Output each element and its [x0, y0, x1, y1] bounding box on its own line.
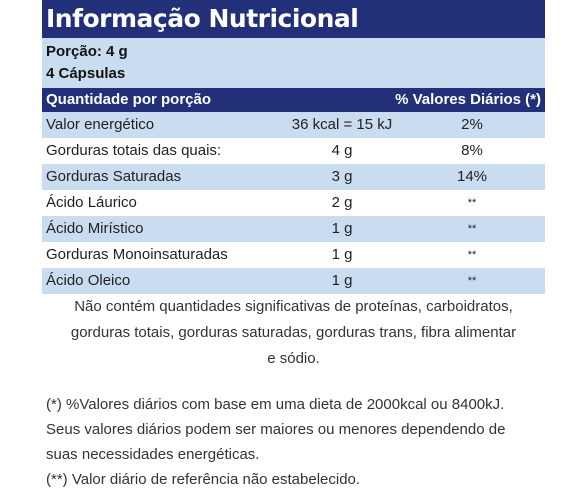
table-header: Quantidade por porção % Valores Diários …	[42, 88, 545, 112]
table-row: Ácido Láurico 2 g **	[42, 190, 545, 216]
nutrient-daily-value: **	[467, 197, 477, 209]
nutrient-quantity: 4 g	[331, 142, 353, 159]
table-row: Ácido Mirístico 1 g **	[42, 216, 545, 242]
nutrient-daily-value: **	[467, 275, 477, 287]
nutrient-name: Ácido Láurico	[46, 194, 137, 211]
nutrient-daily-value: **	[467, 223, 477, 235]
table-row: Gorduras Saturadas 3 g 14%	[42, 164, 545, 190]
nutrient-daily-value: 14%	[456, 168, 488, 185]
note-line: e sódio.	[267, 350, 320, 367]
nutrient-quantity: 36 kcal = 15 kJ	[291, 116, 393, 133]
table-row: Gorduras Monoinsaturadas 1 g **	[42, 242, 545, 268]
nutrient-quantity: 1 g	[331, 246, 353, 263]
serving-portion: Porção: 4 g	[46, 43, 128, 60]
serving-capsules: 4 Cápsulas	[46, 65, 126, 82]
nutrient-name: Valor energético	[46, 116, 155, 133]
serving-info: Porção: 4 g 4 Cápsulas	[42, 38, 545, 88]
nutrient-quantity: 3 g	[331, 168, 353, 185]
footnote-line: Seus valores diários podem ser maiores o…	[46, 421, 506, 438]
table-row: Gorduras totais das quais: 4 g 8%	[42, 138, 545, 164]
nutrient-name: Gorduras Saturadas	[46, 168, 182, 185]
footnote-line: (**) Valor diário de referência não esta…	[46, 471, 361, 488]
nutrient-quantity: 1 g	[331, 220, 353, 237]
nutrition-facts-panel: Informação Nutricional Porção: 4 g 4 Cáp…	[42, 0, 545, 502]
not-significant-note: Não contém quantidades significativas de…	[42, 294, 545, 372]
nutrient-name: Ácido Oleico	[46, 272, 131, 289]
table-row: Ácido Oleico 1 g **	[42, 268, 545, 294]
header-daily-values: % Valores Diários (*)	[395, 91, 541, 108]
nutrient-name: Gorduras Monoinsaturadas	[46, 246, 228, 263]
nutrition-title: Informação Nutricional	[42, 0, 545, 38]
nutrient-daily-value: 2%	[461, 116, 483, 133]
table-row: Valor energético 36 kcal = 15 kJ 2%	[42, 112, 545, 138]
nutrient-name: Ácido Mirístico	[46, 220, 144, 237]
nutrient-daily-value: **	[467, 249, 477, 261]
note-line: gorduras totais, gorduras saturadas, gor…	[70, 324, 517, 341]
footnotes: (*) %Valores diários com base em uma die…	[46, 392, 546, 492]
header-quantity: Quantidade por porção	[46, 91, 212, 108]
nutrition-table: Valor energético 36 kcal = 15 kJ 2% Gord…	[42, 112, 545, 294]
footnote-line: suas necessidades energéticas.	[46, 446, 260, 463]
footnote-line: (*) %Valores diários com base em uma die…	[46, 396, 505, 413]
nutrient-quantity: 1 g	[331, 272, 353, 289]
nutrient-quantity: 2 g	[331, 194, 353, 211]
nutrient-name: Gorduras totais das quais:	[46, 142, 222, 159]
note-line: Não contém quantidades significativas de…	[74, 298, 513, 315]
nutrient-daily-value: 8%	[461, 142, 483, 159]
